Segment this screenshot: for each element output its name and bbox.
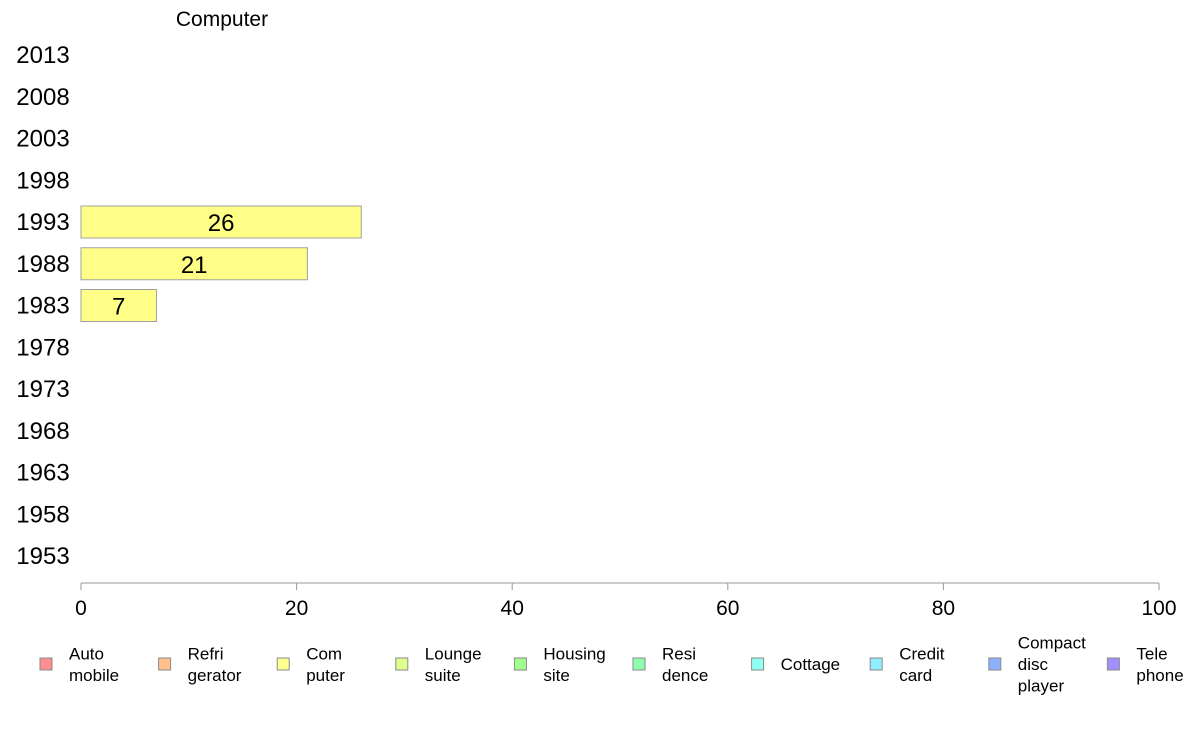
legend-swatch	[395, 657, 409, 671]
y-tick-label: 1963	[16, 460, 69, 487]
y-tick-label: 1988	[16, 251, 69, 278]
y-tick-label: 2008	[16, 84, 69, 111]
y-tick-label: 1953	[16, 543, 69, 570]
legend-label-line: site	[543, 666, 569, 685]
legend-label: Resi dence	[662, 644, 708, 685]
legend-label-line: phone	[1136, 666, 1183, 685]
legend-swatch	[988, 657, 1002, 671]
legend-label-line: puter	[306, 666, 345, 685]
legend-swatch	[869, 657, 883, 671]
legend-swatch	[39, 657, 53, 671]
y-tick-label: 1968	[16, 418, 69, 445]
legend-label-line: Credit	[899, 644, 945, 663]
legend-label-line: Auto	[69, 644, 104, 663]
legend-label-line: Housing	[543, 644, 605, 663]
y-tick-label: 1958	[16, 501, 69, 528]
legend-label-line: Com	[306, 644, 342, 663]
x-tick-label: 0	[75, 597, 87, 620]
legend-label-line: mobile	[69, 666, 119, 685]
legend-label: Refri gerator	[188, 644, 242, 685]
y-axis-labels: 2013 2008 2003 1998 1993 1988 1983 1978 1973 1968…	[16, 42, 69, 570]
x-axis: 0 20 40 60 80 100	[75, 582, 1177, 620]
legend-label: Tele phone	[1136, 644, 1183, 685]
y-tick-label: 1983	[16, 293, 69, 320]
legend-label: Credit card	[899, 644, 945, 685]
legend-label-line: suite	[425, 666, 461, 685]
y-tick-label: 1998	[16, 167, 69, 194]
legend-label-line: Compact	[1018, 634, 1086, 653]
legend-label-line: Resi	[662, 644, 696, 663]
legend-label-line: disc	[1018, 655, 1049, 674]
legend-swatch	[513, 657, 527, 671]
x-tick-label: 20	[285, 597, 308, 620]
bar-value-label: 21	[181, 252, 208, 279]
y-tick-label: 2003	[16, 126, 69, 153]
chart-title: Computer	[176, 8, 268, 31]
x-tick-label: 80	[932, 597, 955, 620]
x-tick-label: 100	[1141, 597, 1176, 620]
legend-label: Cottage	[781, 655, 841, 674]
legend: Auto mobile Refri gerator Com puter Lounge suit…	[39, 634, 1184, 696]
legend-swatch	[158, 657, 172, 671]
legend-label-line: Cottage	[781, 655, 841, 674]
legend-label: Compact disc player	[1018, 634, 1086, 696]
legend-label-line: Refri	[188, 644, 224, 663]
legend-label-line: Lounge	[425, 644, 482, 663]
legend-label: Com puter	[306, 644, 345, 685]
legend-swatch	[632, 657, 646, 671]
legend-label-line: dence	[662, 666, 708, 685]
legend-label-line: Tele	[1136, 644, 1167, 663]
legend-label: Auto mobile	[69, 644, 119, 685]
bar	[80, 289, 157, 322]
legend-swatch	[751, 657, 765, 671]
legend-label: Lounge suite	[425, 644, 482, 685]
y-tick-label: 1973	[16, 376, 69, 403]
legend-label: Housing site	[543, 644, 605, 685]
bar	[80, 247, 308, 281]
legend-label-line: player	[1018, 677, 1065, 696]
legend-swatch	[276, 657, 290, 671]
bar-value-label: 26	[208, 210, 235, 237]
legend-swatch	[1106, 657, 1120, 671]
legend-label-line: card	[899, 666, 932, 685]
legend-label-line: gerator	[188, 666, 242, 685]
bar-value-label: 7	[112, 294, 125, 321]
y-tick-label: 1993	[16, 209, 69, 236]
x-tick-label: 40	[501, 597, 524, 620]
bar	[80, 205, 362, 239]
y-tick-label: 2013	[16, 42, 69, 69]
x-tick-label: 60	[716, 597, 739, 620]
y-tick-label: 1978	[16, 334, 69, 361]
